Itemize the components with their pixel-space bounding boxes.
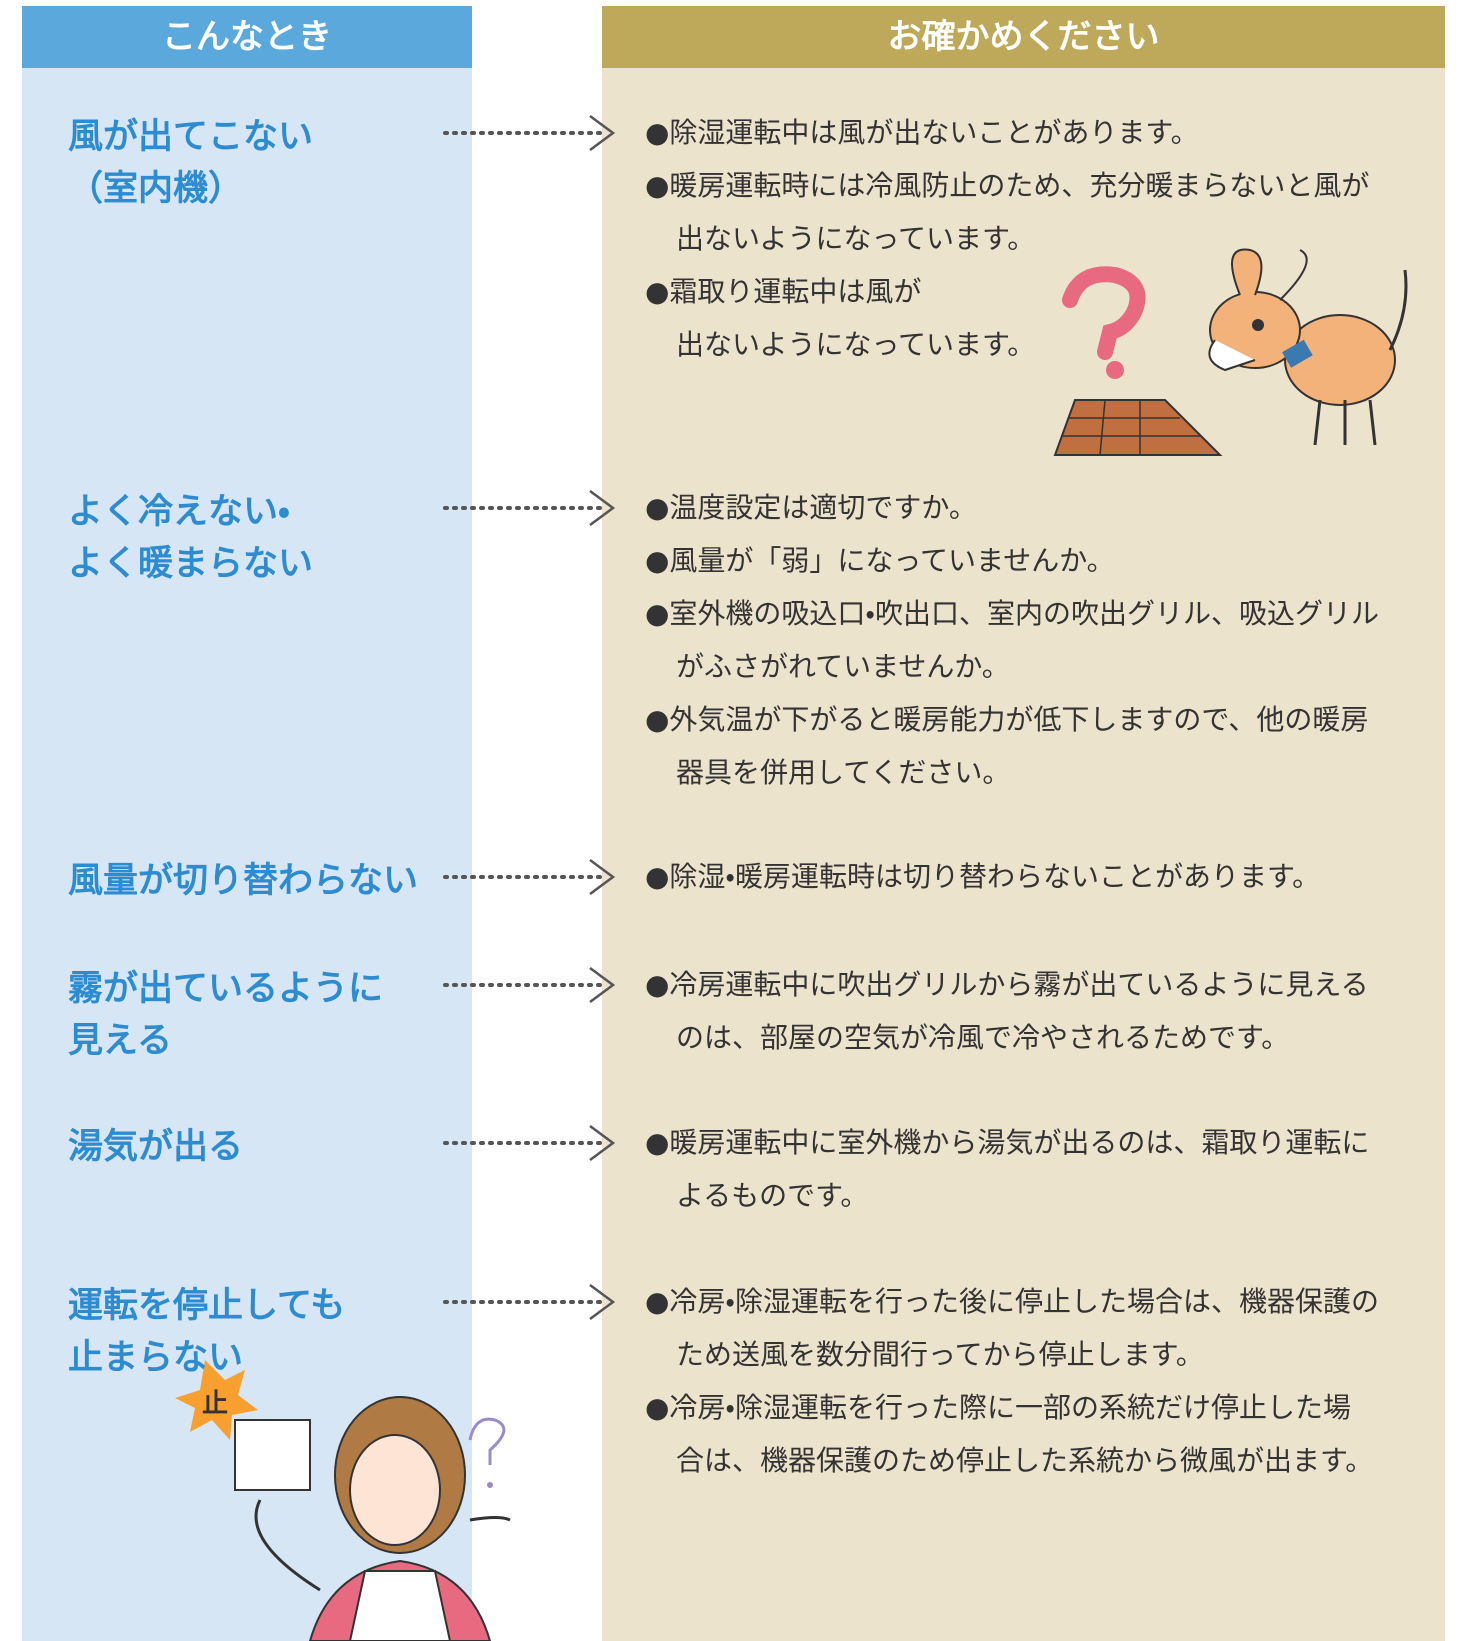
- sign-text: 止: [202, 1389, 228, 1419]
- symptom-text: 運転を停止しても: [68, 1286, 346, 1326]
- check-item: ●除湿運転中は風が出ないことがあります。: [645, 116, 1199, 149]
- check-item: のは、部屋の空気が冷風で冷やされるためです。: [676, 1021, 1290, 1054]
- symptom-text: 止まらない: [68, 1338, 244, 1378]
- check-item: 合は、機器保護のため停止した系統から微風が出ます。: [676, 1444, 1374, 1477]
- arrow-head: [589, 1124, 616, 1162]
- right-panel: [602, 6, 1445, 1641]
- check-item: ●温度設定は適切ですか。: [645, 491, 977, 524]
- arrow-head: [589, 966, 616, 1004]
- check-item: ●外気温が下がると暖房能力が低下しますので、他の暖房: [645, 703, 1369, 736]
- left-header: こんなとき: [22, 6, 472, 68]
- left-panel: [22, 6, 472, 1641]
- right-header: お確かめください: [602, 6, 1445, 68]
- symptom-text: 風量が切り替わらない: [68, 861, 419, 901]
- symptom-text: 風が出てこない: [68, 117, 314, 157]
- check-item: ●除湿・暖房運転時は切り替わらないことがあります。: [645, 860, 1321, 893]
- check-item: ●暖房運転中に室外機から湯気が出るのは、霜取り運転に: [645, 1126, 1370, 1159]
- symptom-text: 湯気が出る: [68, 1127, 244, 1167]
- dog-illustration: [1053, 248, 1408, 456]
- symptom-text: （室内機）: [68, 169, 244, 209]
- symptom-text: 見える: [68, 1021, 172, 1061]
- arrow-head: [589, 114, 616, 152]
- check-item: ●室外機の吸込口・吹出口、室内の吹出グリル、吸込グリル: [645, 597, 1379, 630]
- check-item: ●暖房運転時には冷風防止のため、充分暖まらないと風が: [645, 169, 1370, 202]
- symptom-text: 霧が出ているように: [68, 969, 384, 1009]
- check-item: 出ないようになっています。: [676, 222, 1036, 255]
- check-item: ●冷房運転中に吹出グリルから霧が出ているように見える: [645, 968, 1369, 1001]
- arrow-head: [589, 858, 616, 896]
- check-item: がふさがれていませんか。: [676, 650, 1010, 683]
- check-item: ●冷房・除湿運転を行った後に停止した場合は、機器保護の: [645, 1285, 1379, 1318]
- arrow-head: [589, 489, 616, 527]
- woman-illustration: 止: [175, 1360, 511, 1641]
- arrow-head: [589, 1283, 616, 1321]
- check-item: よるものです。: [676, 1179, 869, 1212]
- check-item: ●風量が「弱」になっていませんか。: [645, 544, 1115, 577]
- check-item: 出ないようになっています。: [676, 328, 1036, 361]
- check-item: 器具を併用してください。: [676, 756, 1011, 789]
- check-item: ため送風を数分間行ってから停止します。: [676, 1338, 1204, 1371]
- check-item: ●冷房・除湿運転を行った際に一部の系統だけ停止した場: [645, 1391, 1351, 1424]
- check-item: ●霜取り運転中は風が: [645, 275, 922, 308]
- symptom-text: よく暖まらない: [68, 544, 314, 584]
- symptom-text: よく冷えない・: [68, 492, 290, 532]
